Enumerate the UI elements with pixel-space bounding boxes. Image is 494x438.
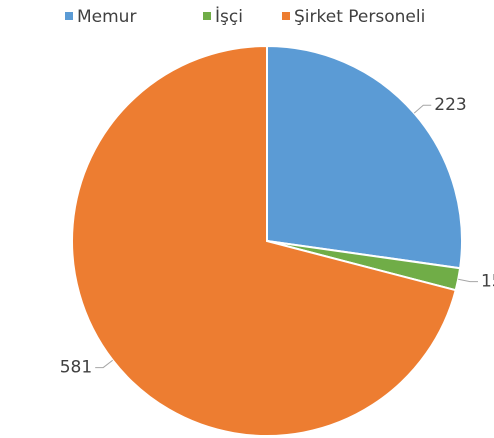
leader-line (95, 359, 114, 369)
legend-label: Memur (77, 7, 136, 27)
legend-swatch (65, 12, 73, 20)
data-label: 581 (60, 358, 92, 378)
legend-label: İşçi (215, 6, 243, 27)
pie-slice (71, 44, 457, 437)
legend-swatch (203, 12, 211, 20)
data-label: 223 (434, 95, 466, 115)
pie-slice (266, 44, 463, 270)
leader-line (413, 104, 432, 114)
leader-line (458, 278, 478, 283)
legend-swatch (282, 12, 290, 20)
legend-label: Şirket Personeli (294, 7, 425, 27)
data-label: 15 (481, 272, 494, 292)
